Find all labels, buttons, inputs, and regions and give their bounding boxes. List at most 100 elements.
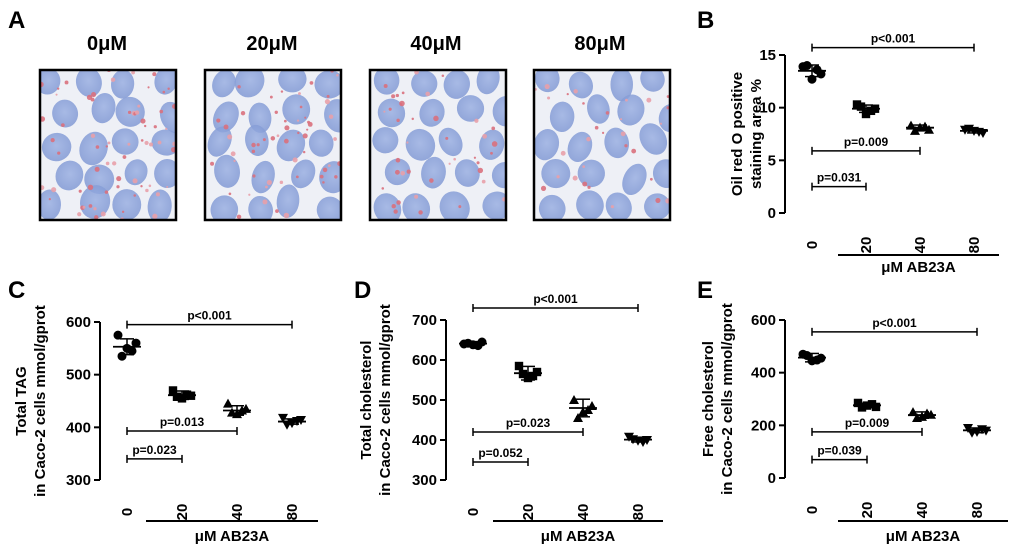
lipid-droplet [88, 204, 93, 208]
lipid-droplet [262, 199, 268, 205]
lipid-droplet [573, 89, 578, 94]
nucleus [610, 70, 634, 102]
nucleus [276, 184, 300, 218]
lipid-droplet [152, 213, 158, 219]
lipid-droplet [395, 93, 399, 98]
lipid-droplet [50, 138, 55, 143]
data-point [908, 407, 918, 417]
lipid-droplet [572, 175, 578, 181]
lipid-droplet [284, 125, 290, 131]
lipid-droplet [56, 87, 60, 90]
lipid-droplet [132, 178, 138, 184]
panel-e-label: E [697, 277, 713, 304]
x-category-label: 40 [229, 504, 246, 521]
lipid-droplet [587, 185, 591, 189]
lipid-droplet [400, 170, 406, 176]
lipid-droplet [411, 117, 414, 121]
x-axis-label: μM AB23A [541, 528, 616, 545]
lipid-droplet [302, 150, 306, 154]
nucleus [605, 192, 632, 220]
y-axis-label: staining area % [748, 79, 765, 189]
lipid-droplet [133, 194, 136, 197]
nucleus [40, 70, 61, 95]
lipid-droplet [127, 142, 131, 146]
lipid-droplet [236, 214, 242, 220]
lipid-droplet [166, 185, 169, 188]
lipid-droplet [601, 131, 605, 135]
lipid-droplet [659, 122, 663, 125]
data-point [514, 361, 524, 371]
lipid-droplet [270, 136, 276, 141]
lipid-droplet [429, 178, 434, 183]
y-tick-label: 400 [412, 432, 437, 449]
lipid-droplet [55, 93, 58, 96]
lipid-droplet [582, 102, 585, 105]
lipid-droplet [418, 210, 423, 215]
lipid-droplet [296, 119, 300, 122]
lipid-droplet [90, 133, 96, 138]
condition-label-80: 80μM [574, 33, 625, 55]
lipid-droplet [306, 128, 309, 131]
lipid-droplet [309, 81, 314, 85]
nucleus [154, 70, 176, 95]
nucleus [492, 96, 506, 127]
micrograph-group [38, 68, 672, 222]
lipid-droplet [302, 133, 308, 139]
lipid-droplet [406, 169, 411, 174]
p-value-label: p<0.001 [871, 32, 916, 46]
lipid-droplet [394, 169, 400, 175]
nucleus [456, 95, 485, 122]
lipid-droplet [82, 205, 86, 209]
nucleus [41, 132, 72, 162]
y-axis-label: Total TAG [13, 366, 30, 435]
y-tick-label: 15 [759, 47, 776, 64]
lipid-droplet [87, 184, 94, 191]
nucleus [324, 99, 341, 133]
lipid-droplet [107, 141, 111, 145]
lipid-droplet [327, 164, 331, 167]
lipid-droplet [298, 92, 301, 96]
data-point [802, 351, 812, 361]
lipid-droplet [547, 96, 551, 100]
nucleus [405, 128, 436, 161]
nucleus [402, 193, 431, 220]
data-point [861, 109, 871, 119]
lipid-droplet [157, 140, 162, 145]
lipid-droplet [140, 139, 144, 142]
lipid-droplet [624, 144, 628, 148]
y-tick-label: 0 [768, 205, 776, 222]
data-point [853, 398, 863, 408]
lipid-droplet [227, 134, 233, 140]
lipid-droplet [155, 192, 160, 197]
lipid-droplet [152, 72, 157, 77]
lipid-droplet [292, 157, 298, 163]
x-category-label: 0 [119, 508, 136, 516]
lipid-droplet [167, 87, 170, 91]
p-value-label: p=0.009 [844, 135, 889, 149]
lipid-droplet [148, 184, 152, 188]
nucleus [154, 159, 176, 189]
lipid-droplet [262, 138, 266, 142]
lipid-droplet [137, 104, 141, 108]
data-point [856, 102, 866, 111]
x-category-label: 20 [859, 502, 876, 519]
lipid-droplet [334, 175, 338, 179]
nucleus [652, 159, 670, 189]
nucleus [538, 194, 566, 220]
lipid-droplet [237, 85, 241, 89]
lipid-droplet [240, 110, 246, 116]
y-tick-label: 500 [66, 367, 91, 384]
p-value-label: p=0.052 [478, 446, 523, 460]
nucleus [291, 159, 316, 189]
nucleus [438, 127, 463, 157]
y-tick-label: 700 [412, 312, 437, 329]
lipid-droplet [625, 98, 628, 102]
lipid-droplet [491, 126, 496, 131]
lipid-droplet [605, 111, 610, 115]
nucleus [278, 70, 307, 93]
x-category-label: 0 [804, 506, 821, 514]
nucleus [55, 160, 84, 191]
